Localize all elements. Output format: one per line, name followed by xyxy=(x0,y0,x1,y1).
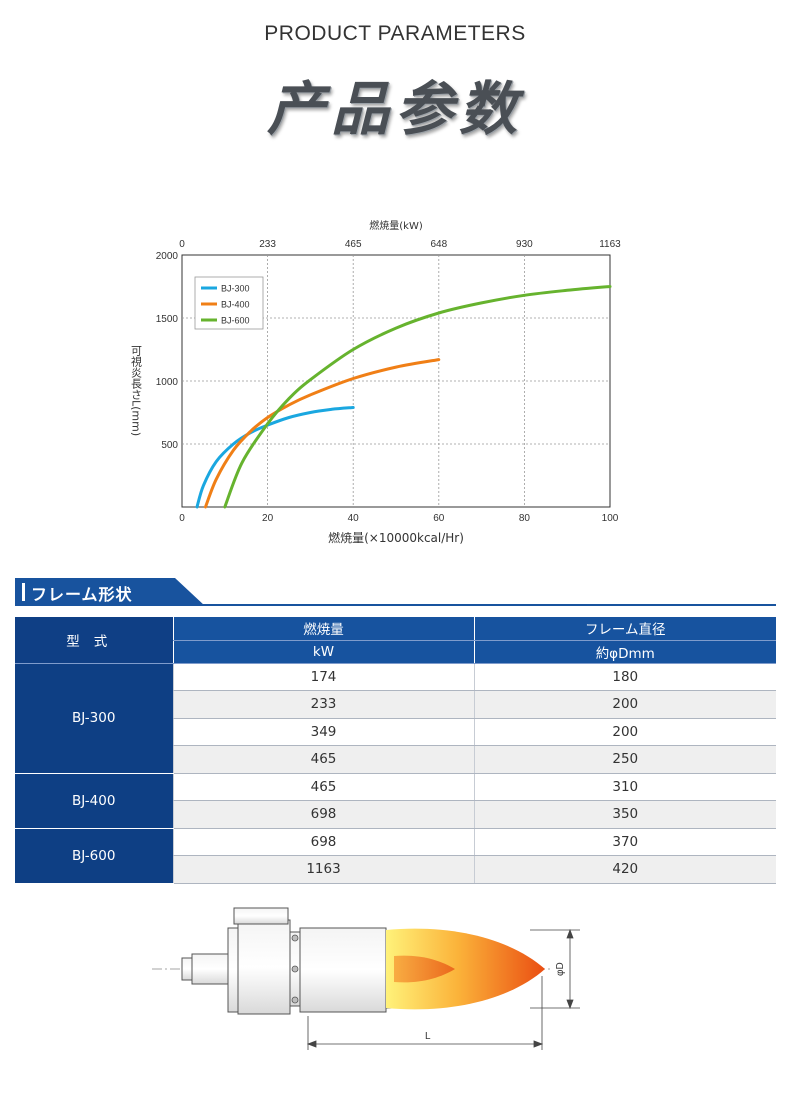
x-tick-label: 20 xyxy=(262,513,274,524)
table-row: BJ-600 698 370 xyxy=(15,828,776,884)
section-mark xyxy=(22,583,25,601)
x-top-tick-label: 0 xyxy=(179,239,185,250)
section-header: フレーム形状 xyxy=(15,578,776,606)
dimension-lines xyxy=(306,928,580,1050)
y-tick-label: 1500 xyxy=(156,314,179,325)
y-tick-label: 2000 xyxy=(156,251,179,262)
model-cell: BJ-400 xyxy=(15,773,173,829)
table-row: 1163 420 xyxy=(15,855,776,884)
flame-spec-table: 型式 燃焼量 フレーム直径 kW 約φDmm BJ-300 174 180 233 20… xyxy=(15,617,776,884)
diameter-cell: 250 xyxy=(473,745,776,774)
combustion-cell: 465 xyxy=(172,745,474,774)
series-line-bj-600 xyxy=(223,285,612,509)
combustion-cell: 174 xyxy=(172,663,474,691)
x-top-tick-label: 465 xyxy=(345,239,362,250)
diameter-header: フレーム直径 xyxy=(473,617,776,641)
combustion-cell: 233 xyxy=(172,690,474,719)
combustion-unit: kW xyxy=(172,640,474,664)
x-top-tick-label: 648 xyxy=(430,239,447,250)
combustion-header: 燃焼量 xyxy=(172,617,474,641)
length-label: L xyxy=(425,1031,431,1042)
diameter-cell: 200 xyxy=(473,718,776,746)
diameter-cell: 420 xyxy=(473,855,776,884)
table-row: 698 350 xyxy=(15,800,776,829)
x-top-tick-label: 233 xyxy=(259,239,276,250)
legend-label: BJ-300 xyxy=(221,284,250,294)
legend-label: BJ-600 xyxy=(221,316,250,326)
model-cell: BJ-300 xyxy=(15,663,173,774)
burner-flame-diagram: L φD xyxy=(152,907,580,1050)
burner-bolts xyxy=(291,934,299,1004)
x-tick-label: 0 xyxy=(179,513,185,524)
diameter-cell: 310 xyxy=(473,773,776,801)
combustion-cell: 349 xyxy=(172,718,474,746)
combustion-cell: 698 xyxy=(172,800,474,829)
flame-outer xyxy=(386,928,545,1010)
model-cell: BJ-600 xyxy=(15,828,173,884)
table-row: 465 250 xyxy=(15,745,776,774)
y-tick-label: 500 xyxy=(161,440,178,451)
section-tab: フレーム形状 xyxy=(15,578,205,606)
table-row: BJ-400 465 310 xyxy=(15,773,776,829)
model-header: 型式 xyxy=(15,617,173,664)
section-title: フレーム形状 xyxy=(31,585,133,604)
combustion-cell: 1163 xyxy=(172,855,474,884)
y-tick-label: 1000 xyxy=(156,377,179,388)
x-tick-label: 40 xyxy=(348,513,360,524)
series-line-bj-300 xyxy=(195,406,355,509)
combustion-cell: 698 xyxy=(172,828,474,856)
x-top-tick-label: 1163 xyxy=(599,239,621,250)
x-axis-label: 燃焼量(×10000kcal/Hr) xyxy=(328,530,464,545)
diameter-cell: 200 xyxy=(473,690,776,719)
combustion-cell: 465 xyxy=(172,773,474,801)
flame-core xyxy=(394,955,455,983)
x-top-tick-label: 930 xyxy=(516,239,533,250)
diameter-unit: 約φDmm xyxy=(473,640,776,664)
diameter-cell: 180 xyxy=(473,663,776,691)
diameter-cell: 370 xyxy=(473,828,776,856)
diameter-cell: 350 xyxy=(473,800,776,829)
x-tick-label: 100 xyxy=(602,513,619,524)
x-top-axis-label: 燃焼量(kW) xyxy=(369,219,423,232)
section-divider xyxy=(15,604,776,606)
x-tick-label: 80 xyxy=(519,513,531,524)
page-title: 产品参数 xyxy=(266,75,523,143)
y-axis-label: 可視炎長さL(mm) xyxy=(130,345,143,436)
page-subtitle: PRODUCT PARAMETERS xyxy=(264,22,526,45)
diameter-label: φD xyxy=(555,962,566,976)
table-row: 349 200 xyxy=(15,718,776,746)
legend-label: BJ-400 xyxy=(221,300,250,310)
table-row: BJ-300 174 180 xyxy=(15,663,776,774)
table-row: 233 200 xyxy=(15,690,776,719)
x-tick-label: 60 xyxy=(433,513,445,524)
burner-body xyxy=(181,907,393,1015)
